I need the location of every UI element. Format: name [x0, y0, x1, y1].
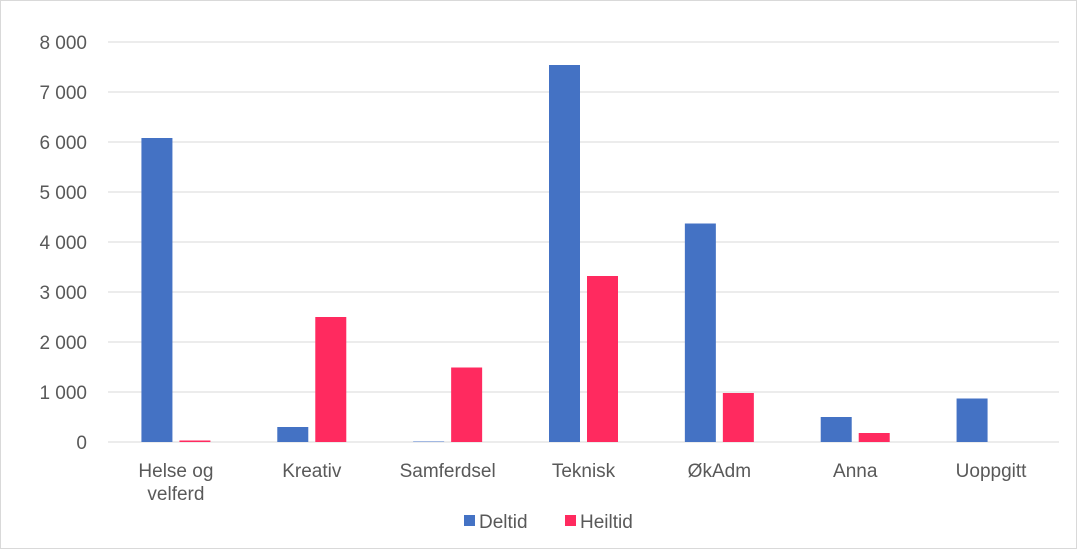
y-axis-ticks: 0 1 000 2 000 3 000 4 000 5 000 6 000 7 000 8 00…	[39, 33, 87, 454]
legend: Deltid Heiltid	[464, 512, 633, 533]
x-category-label-line: Helse og	[138, 461, 213, 482]
bar-heiltid	[315, 317, 347, 442]
y-tick-label: 1 000	[39, 383, 87, 404]
y-tick-label: 2 000	[39, 333, 87, 354]
bar-heiltid	[179, 440, 211, 442]
x-category-label-line: Kreativ	[282, 461, 342, 482]
x-category-label: Samferdsel	[400, 461, 496, 482]
bar-heiltid	[587, 276, 618, 442]
bar-heiltid	[722, 393, 754, 442]
y-tick-label: 7 000	[39, 83, 87, 104]
y-tick-label: 3 000	[39, 283, 87, 304]
gridlines	[108, 41, 1059, 443]
x-category-label: Helse og velferd	[138, 461, 213, 505]
y-tick-label: 6 000	[39, 133, 87, 154]
legend-swatch-heiltid	[565, 515, 576, 526]
bar-deltid	[277, 427, 309, 442]
x-category-label: Teknisk	[552, 461, 616, 482]
bar-deltid	[549, 65, 580, 442]
x-category-label-line: velferd	[147, 484, 204, 505]
bar-heiltid	[858, 433, 890, 442]
x-axis-categories: Helse og velferd Kreativ Samferdsel Teknisk Ø…	[138, 461, 1027, 505]
bar-deltid	[141, 138, 173, 442]
bar-deltid	[413, 441, 445, 442]
bar-deltid	[820, 417, 852, 442]
bar-deltid	[956, 398, 988, 442]
x-category-label: Kreativ	[282, 461, 342, 482]
x-category-label: Anna	[833, 461, 878, 482]
y-tick-label: 0	[76, 433, 87, 454]
bars	[141, 65, 988, 442]
legend-label-deltid: Deltid	[479, 512, 528, 533]
x-category-label-line: ØkAdm	[688, 461, 751, 482]
x-category-label-line: Uoppgitt	[956, 461, 1027, 482]
legend-swatch-deltid	[464, 515, 475, 526]
x-category-label-line: Teknisk	[552, 461, 616, 482]
bar-deltid	[684, 223, 716, 442]
bar-heiltid	[451, 367, 483, 442]
y-tick-label: 4 000	[39, 233, 87, 254]
x-category-label: ØkAdm	[688, 461, 751, 482]
x-category-label-line: Anna	[833, 461, 878, 482]
y-tick-label: 5 000	[39, 183, 87, 204]
x-category-label-line: Samferdsel	[400, 461, 496, 482]
y-tick-label: 8 000	[39, 33, 87, 54]
x-category-label: Uoppgitt	[956, 461, 1027, 482]
legend-label-heiltid: Heiltid	[580, 512, 633, 533]
